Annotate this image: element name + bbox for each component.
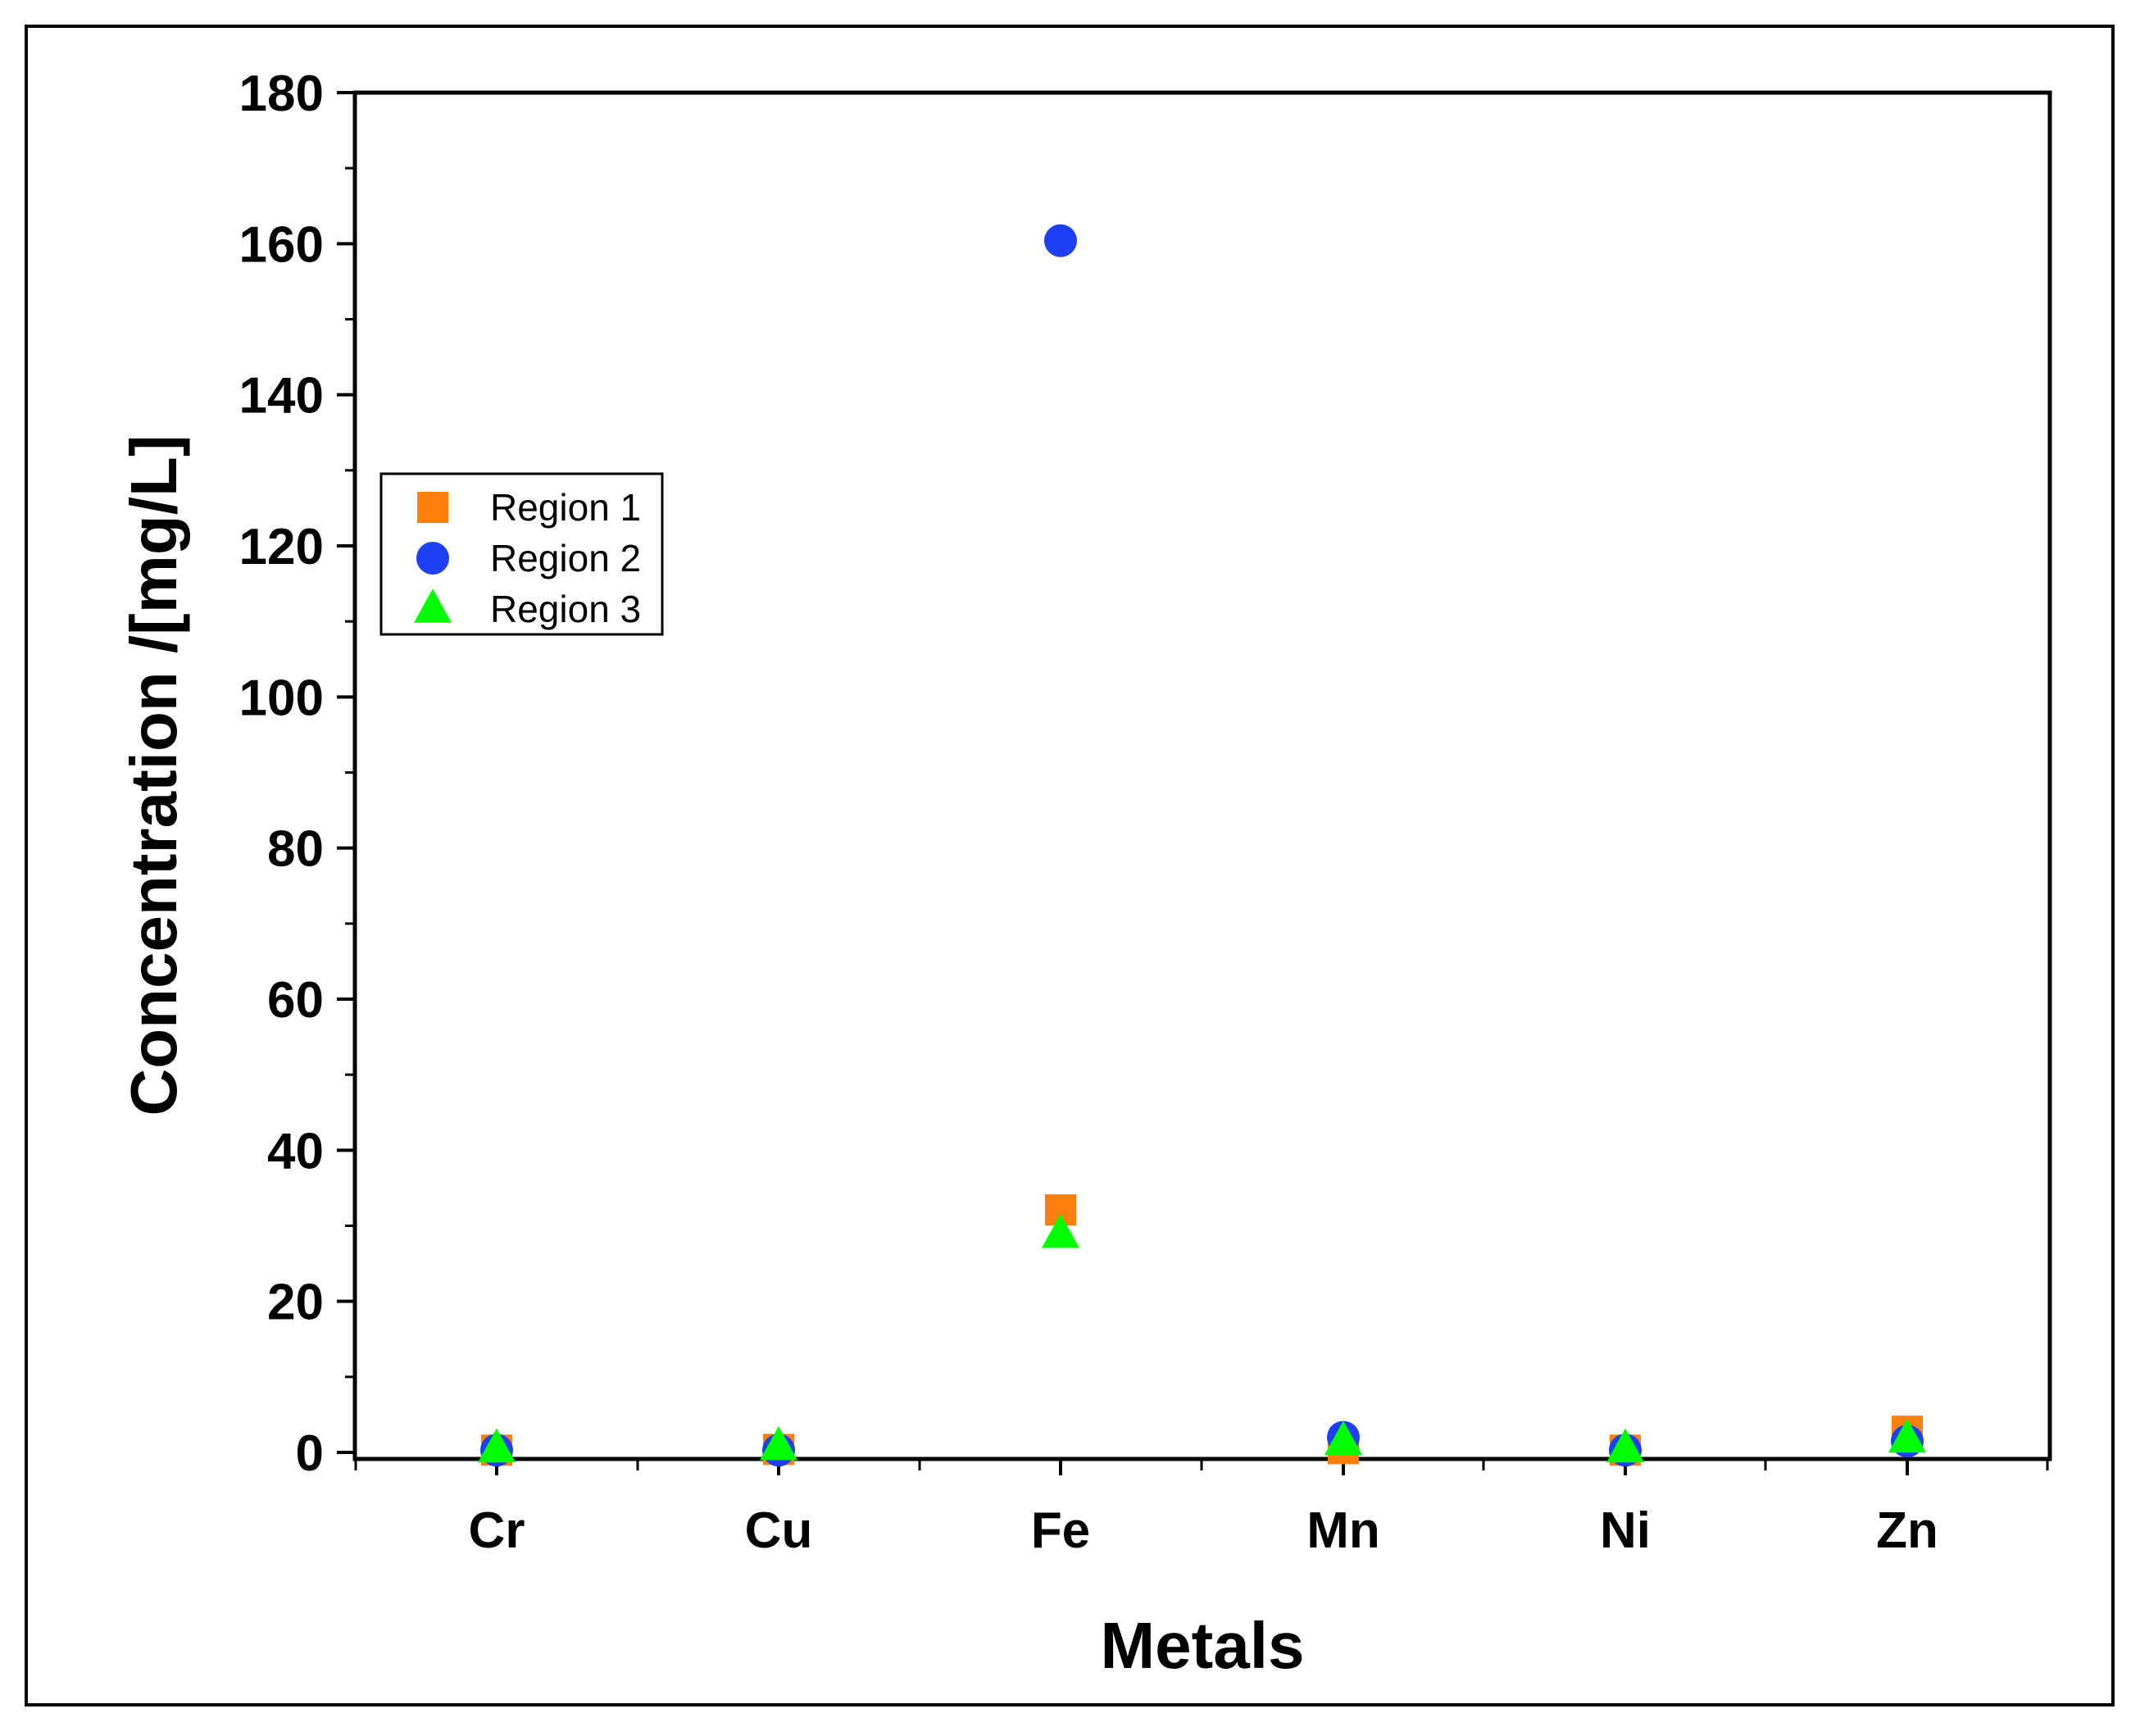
legend-marker-triangle [414, 589, 452, 623]
legend-label: Region 1 [490, 486, 641, 529]
plot-area [352, 90, 2052, 1461]
series-3 [478, 1213, 1926, 1463]
legend: Region 1 Region 2 Region 3 [379, 472, 664, 636]
series-1 [481, 1194, 1923, 1466]
y-tick-label: 0 [296, 1425, 324, 1482]
data-point-triangle [1324, 1420, 1362, 1455]
x-tick-label: Mn [1306, 1502, 1380, 1559]
x-axis: Cr Cu Fe Mn Ni Zn [354, 1459, 2049, 1559]
outer-frame [25, 25, 2115, 1706]
legend-marker-circle [416, 542, 449, 575]
x-tick-label: Ni [1600, 1502, 1651, 1559]
y-axis: 0 20 40 60 80 100 120 140 160 180 [239, 66, 355, 1482]
y-tick-label: 60 [267, 972, 324, 1029]
x-tick-label: Cu [745, 1502, 813, 1559]
x-tick-label: Fe [1031, 1502, 1090, 1559]
y-tick-label: 120 [239, 519, 324, 575]
legend-label: Region 3 [490, 588, 641, 630]
y-tick-label: 180 [239, 66, 324, 122]
y-tick-label: 160 [239, 216, 324, 273]
y-tick-label: 40 [267, 1123, 324, 1179]
x-tick-label: Zn [1876, 1502, 1938, 1559]
y-tick-label: 20 [267, 1275, 324, 1331]
data-point-triangle [478, 1428, 516, 1463]
y-axis-title: Concentration /[mg/L] [117, 434, 190, 1116]
y-tick-label: 80 [267, 821, 324, 878]
y-tick-label: 140 [239, 368, 324, 425]
data-point-triangle [760, 1425, 797, 1461]
data-point-triangle [1888, 1418, 1926, 1453]
data-point-triangle [1042, 1213, 1079, 1248]
legend-label: Region 2 [490, 537, 641, 579]
x-axis-title: Metals [1101, 1609, 1305, 1682]
series-2 [480, 224, 1924, 1467]
legend-marker-square [417, 492, 448, 523]
x-tick-label: Cr [469, 1502, 525, 1559]
y-tick-label: 100 [239, 670, 324, 726]
data-point-triangle [1606, 1428, 1644, 1463]
data-point-circle [1044, 224, 1077, 257]
data-points [478, 224, 1926, 1467]
